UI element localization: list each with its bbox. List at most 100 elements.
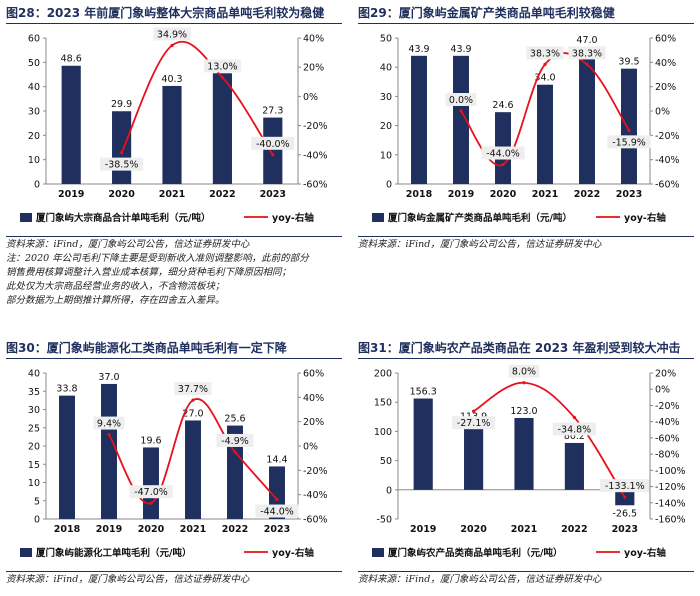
yoy-point (585, 62, 589, 67)
right-tick-label: -100% (655, 466, 686, 477)
right-tick-label: -160% (655, 515, 686, 526)
right-tick-label: 20% (655, 369, 676, 380)
legend-line-label: yoy-右轴 (272, 212, 314, 224)
figure-30-panel: 图30：厦门象屿能源化工类商品单吨毛利有一定下降 0 5 10 15 20 25 30 35 4… (6, 339, 342, 594)
bar-value-label: 14.4 (266, 454, 287, 465)
left-tick-label: 10 (28, 155, 40, 166)
figure-28-svg: 0 10 20 30 40 50 60 -60% -40% -20% 0% 20% 40% 2019 202… (20, 27, 328, 224)
left-tick-label: 150 (374, 398, 392, 409)
right-tick-label: -40% (303, 490, 328, 501)
yoy-point (623, 495, 627, 499)
bar (227, 425, 243, 519)
figure-29-source: 资料来源：iFind，厦门象屿公司公告，信达证券研发中心 (358, 239, 602, 250)
bar (411, 55, 427, 185)
note-line: 注：2020 年公司毛利下降主要是受到新收入准则调整影响，此前的部分 (6, 253, 309, 264)
figure-29-svg: 0 10 20 30 40 50 -60% -40% -20% 0% 20% 40% 60% 2018 20… (372, 34, 680, 224)
yoy-point (271, 153, 275, 157)
bar-value-label: 43.9 (450, 44, 471, 55)
yoy-label: -40.0% (256, 139, 290, 150)
note-line: 部分数据为上期倒推计算所得，存在四舍五入差异。 (6, 295, 225, 306)
bar (413, 398, 433, 490)
bar (112, 111, 132, 184)
yoy-label-box (526, 46, 564, 60)
yoy-label-box (216, 433, 254, 447)
right-tick-label: -60% (303, 180, 328, 191)
right-tick-label: 40% (303, 393, 324, 404)
yoy-label: -47.0% (134, 487, 168, 498)
left-tick-label: 5 (34, 496, 40, 507)
yoy-label-box (129, 485, 173, 499)
legend-bar-swatch (20, 213, 32, 222)
source-rule (6, 236, 342, 237)
bar-value-label: 34.0 (534, 73, 555, 84)
yoy-point (149, 501, 153, 505)
left-tick-label: 20 (380, 121, 392, 132)
bar-value-label: 27.0 (182, 408, 203, 419)
figure-28-title: 图28：2023 年前厦门象屿整体大宗商品单吨毛利较为稳健 (6, 6, 325, 20)
x-tick-label: 2020 (108, 189, 135, 200)
yoy-label-box (452, 416, 496, 430)
left-tick-label: 40 (380, 63, 392, 74)
x-tick-label: 2021 (511, 524, 537, 535)
bar (453, 55, 469, 185)
legend-line-label: yoy-右轴 (624, 212, 666, 224)
source-rule (358, 571, 694, 572)
right-tick-label: -60% (655, 180, 680, 191)
bar-value-label: 19.6 (140, 435, 161, 446)
bar (61, 65, 81, 184)
yoy-point (459, 109, 463, 113)
legend-bar-label: 厦门象屿能源化工单吨毛利（元/吨） (36, 547, 191, 559)
yoy-label-box (100, 157, 144, 171)
right-tick-label: 60% (303, 369, 324, 380)
yoy-point (522, 381, 526, 385)
yoy-label: -4.9% (221, 436, 249, 447)
right-tick-label: 0% (655, 107, 670, 118)
figure-28-chart: 0 10 20 30 40 50 60 -60% -40% -20% 0% 20% 40% 2019 202… (6, 26, 342, 236)
x-tick-label: 2023 (264, 524, 290, 535)
figure-31-chart: -50 0 50 100 150 200 -160% -140% -120% -100% -80% -… (358, 361, 694, 571)
legend-bar-label: 厦门象屿大宗商品合计单吨毛利（元/吨） (36, 212, 210, 224)
figure-29-title: 图29：厦门象屿金属矿产类商品单吨毛利较稳健 (358, 6, 615, 20)
legend-line-label: yoy-右轴 (272, 547, 314, 559)
bar (185, 420, 201, 519)
x-tick-label: 2018 (54, 524, 81, 535)
yoy-line (473, 381, 626, 498)
title-rule (6, 23, 342, 24)
yoy-label: 13.0% (207, 61, 237, 72)
yoy-point (572, 415, 576, 420)
yoy-label: 0.0% (449, 95, 473, 106)
yoy-point (501, 162, 505, 167)
bar (537, 84, 553, 184)
left-tick-label: 0 (34, 515, 40, 526)
bar-value-label: 37.0 (98, 372, 119, 383)
x-tick-label: 2020 (460, 524, 487, 535)
yoy-label: -38.5% (105, 160, 139, 171)
right-tick-label: 0% (303, 92, 318, 103)
bar-value-label: 123.0 (510, 406, 537, 417)
yoy-label: 37.7% (178, 384, 208, 395)
x-tick-label: 2022 (222, 524, 248, 535)
yoy-label-box (481, 146, 525, 160)
yoy-label: -34.8% (558, 424, 592, 435)
figure-30-svg: 0 5 10 15 20 25 30 35 40 -60% -40% -20% 0% 20% 40% 60% 2… (20, 369, 328, 559)
right-tick-label: 60% (655, 34, 676, 45)
yoy-label-box (255, 504, 299, 518)
figure-30-title: 图30：厦门象屿能源化工类商品单吨毛利有一定下降 (6, 341, 287, 355)
left-tick-label: 200 (374, 369, 392, 380)
x-tick-label: 2023 (260, 189, 286, 200)
left-tick-label: 30 (28, 107, 40, 118)
yoy-point (120, 151, 124, 155)
yoy-point (233, 450, 237, 454)
title-rule (6, 358, 342, 359)
bar (564, 442, 584, 490)
yoy-line (120, 40, 274, 156)
title-rule (358, 23, 694, 24)
right-tick-label: 0% (655, 385, 670, 396)
left-tick-label: 50 (28, 58, 40, 69)
right-tick-label: -60% (303, 515, 328, 526)
yoy-point (275, 497, 279, 502)
legend-line-label: yoy-右轴 (624, 547, 666, 559)
left-tick-label: 40 (28, 82, 40, 93)
x-tick-label: 2022 (574, 189, 600, 200)
bar-value-label: 80.2 (564, 431, 585, 442)
